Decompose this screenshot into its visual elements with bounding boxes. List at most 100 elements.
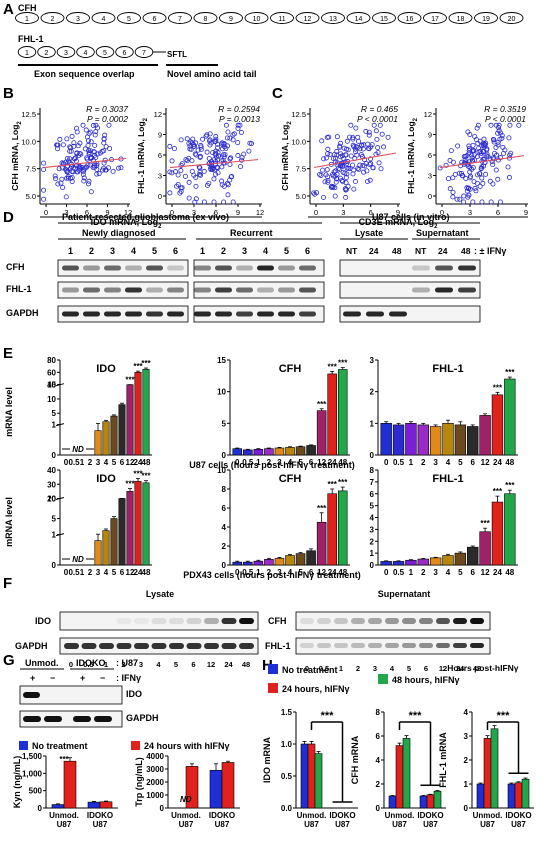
scatter-xtick-label: 6	[85, 208, 89, 217]
bar	[380, 561, 392, 566]
scatter-point	[359, 142, 365, 148]
cfh-exon-number: 17	[431, 16, 439, 23]
scatter-point	[332, 193, 338, 199]
d-lane-label: 3	[110, 246, 115, 256]
bar	[134, 481, 142, 566]
bar-ytick-label: 0	[370, 561, 375, 570]
scatter-r-value: R = 0.3037	[86, 104, 128, 114]
scatter-point	[87, 148, 93, 154]
nd-label: ND	[72, 445, 84, 454]
blot-band	[453, 643, 467, 648]
scatter-point	[330, 173, 336, 179]
group-sublabel: U87	[179, 820, 194, 829]
cfh-exon	[499, 12, 524, 24]
scatter-point	[352, 179, 358, 185]
blot-band	[389, 311, 407, 317]
scatter-point	[337, 175, 343, 181]
scatter-fit-line	[43, 157, 127, 169]
significance-stars: ***	[497, 710, 511, 722]
scatter-ytick-label: 5.0	[26, 192, 36, 201]
d-lane-label: 6	[173, 246, 178, 256]
fhl1-exon-number: 7	[142, 50, 146, 57]
scatter-point	[470, 199, 476, 205]
f-lane-label: 6	[191, 660, 195, 669]
bar-ytick-label: 1	[52, 421, 57, 430]
scatter-point	[347, 165, 353, 171]
cfh-exon-number: 11	[278, 16, 285, 23]
cfh-exon-number: 13	[329, 16, 337, 23]
scatter-point	[445, 176, 451, 182]
g-row-ido: IDO	[126, 689, 142, 699]
f-lane-label: 0.5	[319, 664, 329, 673]
f-lane-label: 24	[456, 664, 465, 673]
blot-band	[23, 692, 40, 698]
cfh-exon	[117, 12, 141, 24]
overlap-caption: Exon sequence overlap	[34, 69, 135, 79]
scatter-point	[488, 122, 494, 128]
cfh-exon	[474, 12, 498, 24]
blot-band	[62, 311, 79, 317]
scatter-point	[59, 176, 65, 182]
scatter-point	[178, 188, 184, 194]
scatter-point	[492, 150, 498, 156]
scatter-ytick-label: 3	[428, 172, 432, 181]
scatter-point	[477, 183, 483, 189]
bar-ytick-label: 0	[222, 451, 227, 460]
scatter-point	[64, 136, 70, 142]
bar-xtick-label: 5	[298, 458, 303, 467]
scatter-point	[480, 180, 486, 186]
scatter-point	[373, 128, 379, 134]
h-legend-nt-swatch	[268, 664, 278, 674]
cfh-exon-number: 8	[204, 16, 208, 23]
scatter-point	[350, 171, 356, 177]
scatter-point	[333, 168, 339, 174]
scatter-point	[221, 141, 227, 147]
g-legend-24: 24 hours with hIFNγ	[144, 741, 230, 751]
bar	[429, 426, 442, 456]
group-sublabel: U87	[57, 820, 72, 829]
scatter-point	[361, 142, 367, 148]
scatter-p-value: P = 0.0013	[219, 114, 260, 124]
bar-xtick-label: 0	[64, 568, 69, 577]
scatter-point	[325, 174, 331, 180]
scatter-point	[496, 128, 502, 134]
scatter-point	[81, 178, 87, 184]
cfh-exon	[270, 12, 294, 24]
scatter-point	[344, 165, 350, 171]
significance-stars: ***	[125, 376, 135, 385]
scatter-point	[462, 157, 468, 163]
scatter-xtick-label: 0	[170, 208, 174, 217]
g-row-gapdh: GAPDH	[126, 713, 159, 723]
blot-band	[221, 618, 237, 624]
bar-ytick-label: 0	[370, 451, 375, 460]
scatter-ylabel: FHL-1 mRNA, Log2	[406, 117, 419, 194]
g-sign-4: −	[100, 673, 105, 683]
scatter-point	[505, 164, 511, 170]
scatter-point	[88, 139, 94, 145]
fhl1-exon-number: 3	[64, 50, 68, 57]
scatter-point	[227, 161, 233, 167]
scatter-point	[225, 192, 231, 198]
bar-ytick-label: 0	[52, 451, 57, 460]
significance-stars: ***	[141, 359, 151, 368]
g-blot-ido	[19, 685, 123, 705]
bar-xtick-label: 6	[309, 568, 314, 577]
scatter-point	[237, 164, 243, 170]
bar-xtick-label: 0.5	[242, 458, 254, 467]
bar	[491, 394, 504, 456]
d-lane-label: 5	[152, 246, 157, 256]
grouped-ylabel: Trp (ng/mL)	[134, 757, 144, 807]
bar-xtick-label: 24	[134, 568, 143, 577]
scatter-point	[491, 137, 497, 143]
blot-band	[215, 311, 232, 317]
group-label: IDOKO	[87, 811, 113, 820]
grouped-bar	[51, 804, 65, 809]
scatter-point	[344, 138, 350, 144]
bar-xtick-label: 6	[120, 458, 125, 467]
scatter-xtick-label: 0	[440, 208, 444, 217]
scatter-point	[227, 135, 233, 141]
scatter-point	[501, 151, 507, 157]
bar	[316, 521, 327, 566]
